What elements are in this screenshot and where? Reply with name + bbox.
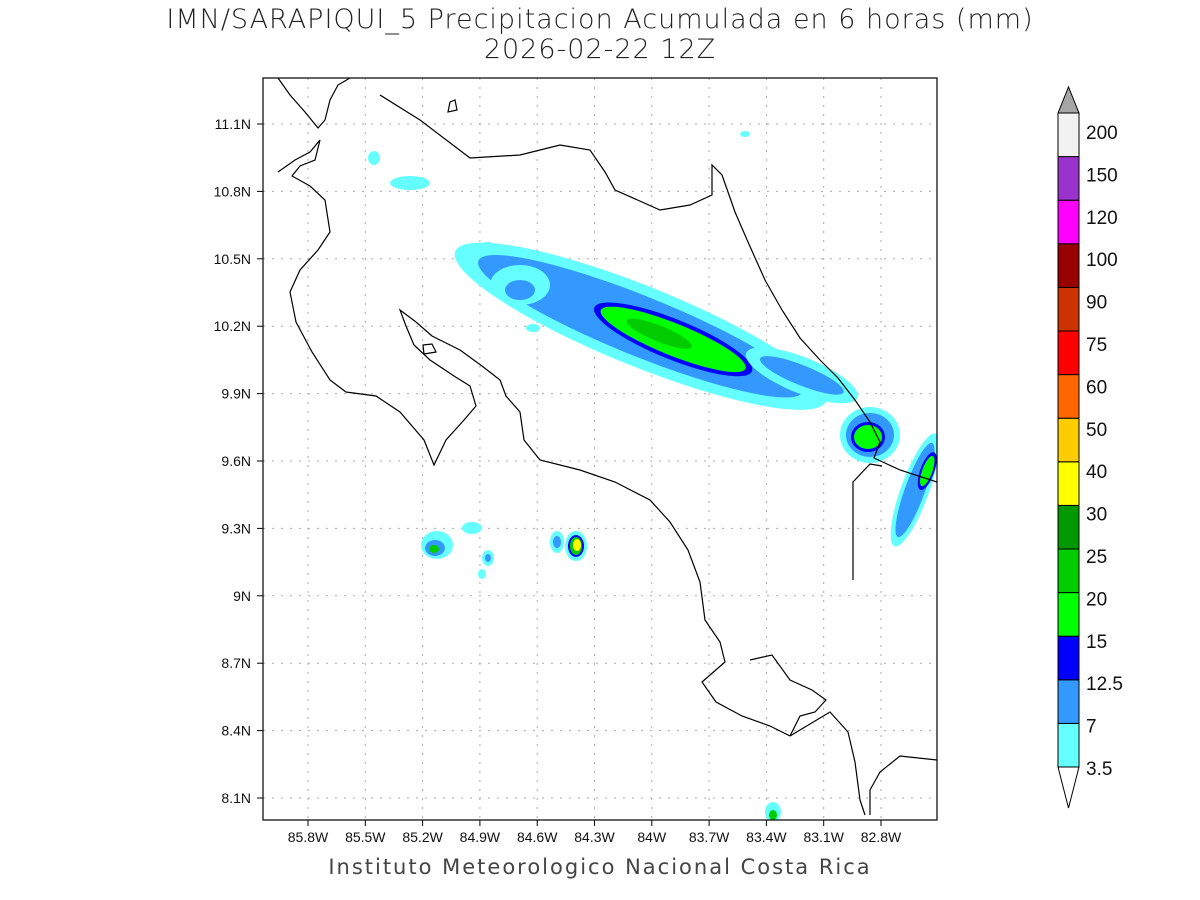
gridlines (263, 78, 937, 820)
lon-tick-label: 85.8W (288, 829, 329, 845)
colorbar-label: 30 (1086, 505, 1107, 526)
coastlines (277, 78, 937, 816)
lon-tick-label: 84W (637, 829, 667, 845)
precip-7 (485, 554, 491, 562)
precip-20 (429, 545, 439, 553)
map-title: IMN/SARAPIQUI_5 Precipitacion Acumulada … (166, 4, 1034, 35)
colorbar-under-triangle (1057, 766, 1080, 809)
colorbar-label: 75 (1086, 335, 1107, 356)
lon-tick-label: 84.3W (574, 829, 615, 845)
precip-30 (573, 539, 581, 551)
precipitation-field (368, 131, 937, 820)
lon-tick-label: 85.2W (402, 829, 443, 845)
colorbar-swatch-12.5 (1057, 635, 1080, 681)
precip-3.5 (482, 242, 494, 250)
colorbar-label: 25 (1086, 547, 1107, 568)
lat-tick-label: 9.3N (221, 520, 251, 536)
colorbar-label: 100 (1086, 250, 1118, 271)
precip-3.5 (368, 151, 380, 165)
lat-tick-label: 11.1N (215, 116, 251, 132)
precip-7 (553, 536, 561, 548)
colorbar-label: 150 (1086, 165, 1118, 186)
colorbar-swatch-25 (1057, 504, 1080, 550)
precip-3.5 (526, 324, 540, 332)
colorbar-label: 200 (1086, 123, 1118, 144)
precip-7 (505, 280, 535, 300)
lat-tick-label: 10.2N (214, 318, 251, 334)
precip-7 (759, 356, 844, 395)
lon-tick-label: 85.5W (345, 829, 386, 845)
precip-3.5 (740, 131, 750, 137)
colorbar-label: 120 (1086, 208, 1118, 229)
lat-tick-label: 10.5N (214, 251, 251, 267)
colorbar-swatch-60 (1057, 330, 1080, 376)
colorbar-label: 15 (1086, 632, 1107, 653)
colorbar-swatch-15 (1057, 592, 1080, 637)
colorbar-label: 40 (1086, 462, 1107, 483)
precip-20 (626, 318, 692, 349)
lon-tick-label: 83.4W (746, 829, 787, 845)
lat-tick-label: 9.9N (221, 386, 251, 402)
map-subtitle-date: 2026-02-22 12Z (483, 34, 717, 65)
precip-20 (769, 810, 777, 820)
colorbar-label: 12.5 (1086, 674, 1123, 695)
colorbar-swatch-7 (1057, 679, 1080, 724)
lon-tick-label: 82.8W (861, 829, 902, 845)
lon-tick-label: 83.7W (689, 829, 730, 845)
colorbar-swatch-30 (1057, 461, 1080, 506)
lon-tick-label: 83.1W (803, 829, 844, 845)
colorbar-swatch-90 (1057, 243, 1080, 288)
colorbar-swatch-3.5 (1057, 722, 1080, 768)
lat-tick-label: 8.1N (221, 790, 251, 806)
precip-3.5 (478, 569, 486, 579)
colorbar-over-triangle (1057, 85, 1080, 114)
footer-credit: Instituto Meteorologico Nacional Costa R… (328, 855, 872, 879)
colorbar-swatch-40 (1057, 417, 1080, 463)
lat-tick-label: 9N (233, 588, 251, 604)
lon-tick-label: 84.9W (460, 829, 501, 845)
map-frame (262, 77, 938, 821)
colorbar: 3.5 7 12.5 15 20 25 30 40 50 60 75 90 100 120 150 200 (1057, 85, 1123, 809)
colorbar-label: 3.5 (1086, 759, 1112, 780)
lat-tick-label: 10.8N (214, 183, 251, 199)
colorbar-swatch-75 (1057, 286, 1080, 332)
colorbar-swatch-50 (1057, 374, 1080, 419)
precip-15 (920, 455, 935, 487)
colorbar-swatch-150 (1057, 112, 1080, 158)
colorbar-label: 20 (1086, 589, 1107, 610)
lon-tick-label: 84.6W (517, 829, 558, 845)
precip-3.5 (390, 176, 430, 190)
colorbar-label: 7 (1086, 717, 1097, 738)
precip-3.5 (462, 522, 482, 534)
lat-tick-label: 9.6N (221, 453, 251, 469)
colorbar-label: 60 (1086, 377, 1107, 398)
colorbar-swatch-20 (1057, 548, 1080, 594)
colorbar-swatch-120 (1057, 156, 1080, 201)
lat-tick-label: 8.7N (221, 655, 251, 671)
colorbar-swatch-100 (1057, 199, 1080, 245)
colorbar-label: 50 (1086, 420, 1107, 441)
colorbar-label: 90 (1086, 293, 1107, 314)
lat-tick-label: 8.4N (221, 723, 251, 739)
